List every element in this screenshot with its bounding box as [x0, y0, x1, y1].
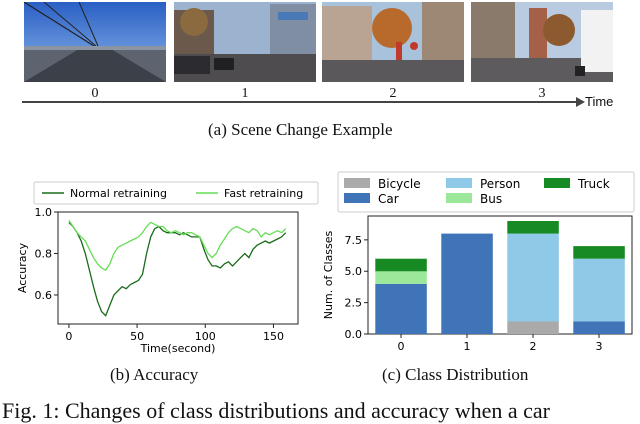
timeline-axis	[22, 101, 582, 103]
class-legend-label: Person	[480, 177, 520, 191]
class-legend-label: Bicycle	[378, 177, 421, 191]
frame-label-3: 3	[538, 86, 546, 101]
scene-photo-2	[322, 2, 464, 82]
accuracy-legend-label: Normal retraining	[70, 187, 167, 200]
accuracy-x-tick-label: 0	[65, 330, 72, 343]
accuracy-y-tick-label: 0.8	[35, 247, 53, 260]
frame-label-2: 2	[389, 86, 397, 101]
class-x-tick-label: 1	[464, 340, 471, 353]
class-legend-swatch	[344, 193, 370, 203]
accuracy-x-tick-label: 150	[263, 330, 284, 343]
accuracy-x-tick-label: 50	[130, 330, 144, 343]
class-x-tick-label: 3	[596, 340, 603, 353]
scene-photo-0	[24, 2, 166, 82]
class-legend-label: Bus	[480, 192, 502, 206]
accuracy-y-axis-label: Accuracy	[16, 242, 29, 293]
time-label: Time	[585, 94, 614, 109]
bar-segment-truck	[507, 221, 559, 234]
scene-photo-3	[471, 2, 613, 82]
class-legend-label: Truck	[577, 177, 610, 191]
accuracy-caption: (b) Accuracy	[110, 365, 199, 384]
accuracy-chart: Normal retraining Fast retraining 0 50 100 1…	[16, 181, 319, 355]
class-y-tick-label: 5.0	[345, 265, 363, 278]
accuracy-y-tick-label: 1.0	[35, 206, 53, 219]
class-y-tick-label: 2.5	[345, 297, 363, 310]
class-y-tick-label: 7.5	[345, 234, 363, 247]
timeline-arrow-icon	[576, 97, 585, 107]
accuracy-legend-label: Fast retraining	[224, 187, 303, 200]
figure-caption: Fig. 1: Changes of class distributions a…	[2, 398, 551, 423]
bar-segment-bicycle	[507, 321, 559, 334]
scene-photo-1	[174, 2, 316, 82]
bar-segment-car	[375, 283, 427, 334]
bar-segment-truck	[573, 246, 625, 259]
class-legend-swatch	[544, 178, 570, 188]
accuracy-series-line-fast	[68, 219, 287, 271]
accuracy-y-tick-label: 0.6	[35, 289, 53, 302]
bar-segment-person	[507, 233, 559, 322]
accuracy-x-axis-label: Time(second)	[140, 342, 216, 355]
distribution-caption: (c) Class Distribution	[382, 365, 529, 384]
scene-caption: (a) Scene Change Example	[208, 120, 393, 139]
class-legend-swatch	[344, 178, 370, 188]
class-y-tick-label: 0.0	[345, 328, 363, 341]
class-legend-swatch	[446, 193, 472, 203]
bar-segment-truck	[375, 258, 427, 272]
frame-label-0: 0	[91, 86, 99, 101]
accuracy-series-line-normal	[68, 221, 287, 317]
bar-segment-car	[441, 233, 493, 334]
class-legend-label: Car	[378, 192, 399, 206]
class-plot-frame	[367, 215, 633, 335]
class-y-axis-label: Num. of Classes	[322, 231, 335, 320]
accuracy-x-tick-label: 100	[195, 330, 216, 343]
class-x-tick-label: 0	[398, 340, 405, 353]
accuracy-legend: Normal retraining Fast retraining	[33, 181, 319, 205]
bar-segment-car	[573, 321, 625, 334]
class-legend-swatch	[446, 178, 472, 188]
bar-segment-bus	[375, 271, 427, 284]
accuracy-legend-box	[33, 181, 319, 205]
frame-label-1: 1	[241, 86, 249, 101]
accuracy-plot-frame	[57, 211, 299, 325]
bar-segment-person	[573, 258, 625, 322]
class-x-tick-label: 2	[530, 340, 537, 353]
